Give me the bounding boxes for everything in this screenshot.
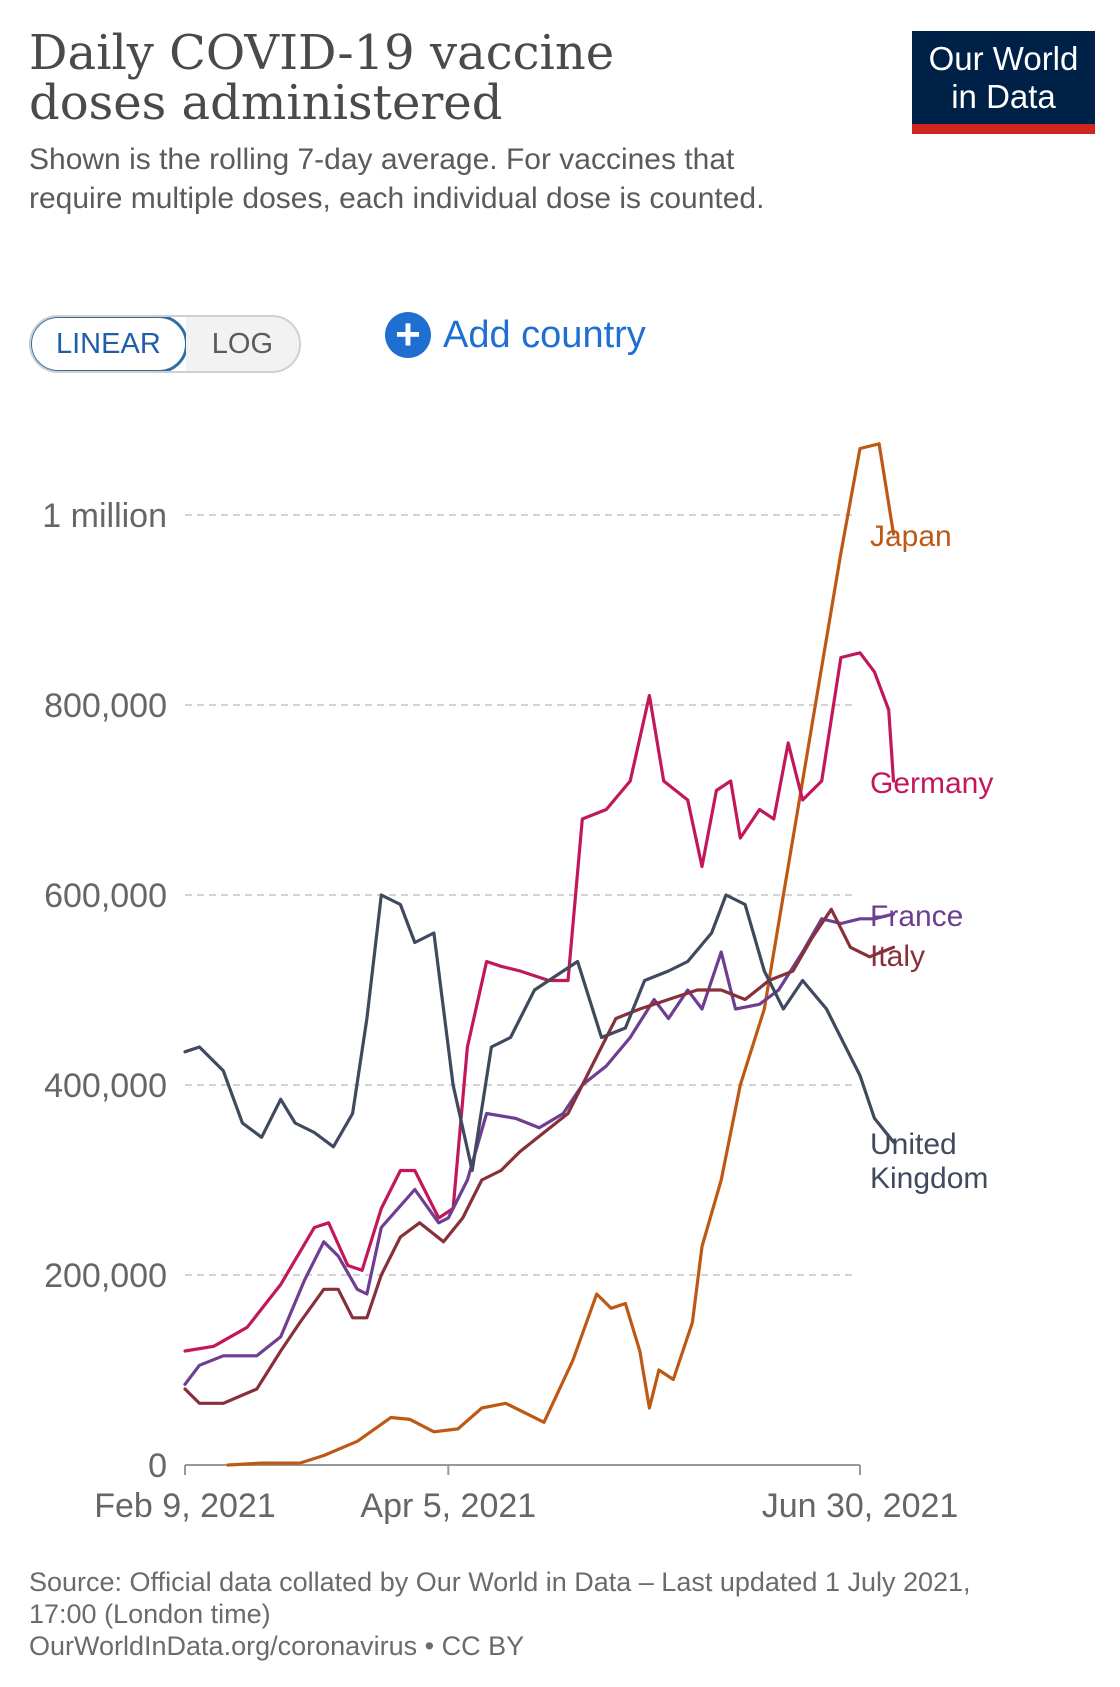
chart-footer: Source: Official data collated by Our Wo… [29, 1566, 1089, 1662]
plus-circle-icon: + [385, 312, 431, 358]
y-tick-label: 600,000 [44, 877, 167, 915]
series-line-france[interactable] [183, 912, 896, 1386]
logo-line-2: in Data [951, 77, 1056, 115]
y-tick-label: 0 [148, 1447, 167, 1485]
owid-link[interactable]: OurWorldInData.org/coronavirus • CC BY [29, 1631, 525, 1661]
source-line-2: 17:00 (London time) [29, 1599, 271, 1629]
series-line-japan[interactable] [226, 442, 896, 1467]
series-label-united-kingdom[interactable]: United Kingdom [870, 1128, 988, 1195]
chart-subtitle: Shown is the rolling 7-day average. For … [29, 143, 765, 215]
source-line-1: Source: Official data collated by Our Wo… [29, 1567, 971, 1597]
series-label-france[interactable]: France [870, 900, 963, 933]
y-tick-label: 800,000 [44, 687, 167, 725]
x-tick-label: Feb 9, 2021 [94, 1487, 275, 1525]
chart-title: Daily COVID-19 vaccine doses administere… [29, 25, 615, 131]
y-tick-label: 1 million [42, 497, 167, 535]
series-line-germany[interactable] [183, 651, 896, 1353]
y-tick-label: 200,000 [44, 1257, 167, 1295]
series-label-italy[interactable]: Italy [870, 940, 925, 973]
linear-scale-button[interactable]: LINEAR [31, 317, 188, 371]
series-line-italy[interactable] [183, 907, 896, 1405]
add-country-button[interactable]: + Add country [385, 312, 646, 358]
logo-line-1: Our World [928, 39, 1079, 77]
series-label-japan[interactable]: Japan [870, 520, 952, 553]
owid-logo[interactable]: Our World in Data [912, 31, 1095, 134]
y-tick-label: 400,000 [44, 1067, 167, 1105]
x-tick-label: Apr 5, 2021 [360, 1487, 536, 1525]
series-label-germany[interactable]: Germany [870, 767, 993, 800]
log-scale-button[interactable]: LOG [185, 317, 300, 371]
scale-toggle: LINEAR LOG [29, 315, 302, 373]
add-country-label: Add country [443, 313, 646, 356]
x-tick-label: Jun 30, 2021 [762, 1487, 959, 1525]
series-line-united-kingdom[interactable] [183, 893, 896, 1173]
line-chart: 0 200,000 400,000 600,000 800,000 1 million Fe… [42, 442, 993, 1525]
